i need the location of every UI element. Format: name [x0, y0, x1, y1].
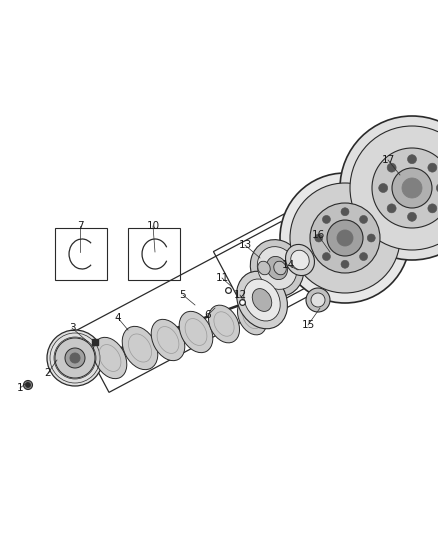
Circle shape [428, 163, 437, 172]
Ellipse shape [208, 305, 240, 343]
Ellipse shape [244, 279, 280, 321]
Circle shape [341, 260, 349, 268]
Circle shape [55, 338, 95, 378]
Ellipse shape [286, 245, 314, 276]
Text: 17: 17 [381, 155, 395, 165]
Circle shape [65, 348, 85, 368]
Circle shape [350, 126, 438, 250]
Text: 16: 16 [311, 230, 325, 240]
Ellipse shape [122, 326, 158, 370]
Circle shape [436, 183, 438, 192]
Ellipse shape [252, 288, 272, 311]
Circle shape [387, 204, 396, 213]
Ellipse shape [237, 299, 267, 335]
Circle shape [290, 183, 400, 293]
Circle shape [407, 155, 417, 164]
Text: 5: 5 [180, 290, 186, 300]
Text: 2: 2 [45, 368, 51, 378]
Circle shape [367, 234, 375, 242]
Circle shape [315, 234, 323, 242]
Text: 4: 4 [115, 313, 121, 323]
Circle shape [322, 215, 330, 223]
Circle shape [306, 288, 330, 312]
Circle shape [379, 183, 388, 192]
Circle shape [372, 148, 438, 228]
Circle shape [327, 220, 363, 256]
Circle shape [70, 353, 80, 363]
Circle shape [392, 168, 432, 208]
Text: 7: 7 [77, 221, 83, 231]
Circle shape [337, 230, 353, 246]
Text: 3: 3 [69, 323, 75, 333]
Ellipse shape [274, 261, 286, 275]
Bar [55, 228, 107, 280]
Circle shape [407, 212, 417, 221]
Ellipse shape [258, 261, 270, 275]
Text: 15: 15 [301, 320, 314, 330]
Text: 1: 1 [17, 383, 23, 393]
Ellipse shape [179, 311, 213, 353]
Text: 14: 14 [281, 260, 295, 270]
Circle shape [360, 253, 367, 261]
Text: 12: 12 [233, 290, 247, 300]
Circle shape [310, 203, 380, 273]
Circle shape [340, 116, 438, 260]
Ellipse shape [257, 247, 297, 289]
Text: 6: 6 [205, 310, 211, 320]
Circle shape [428, 204, 437, 213]
Circle shape [280, 173, 410, 303]
Circle shape [360, 215, 367, 223]
Circle shape [402, 178, 422, 198]
Circle shape [24, 381, 32, 390]
Circle shape [387, 163, 396, 172]
Ellipse shape [237, 271, 287, 329]
Circle shape [311, 293, 325, 307]
Ellipse shape [267, 256, 287, 280]
Circle shape [47, 330, 103, 386]
Text: 10: 10 [146, 221, 159, 231]
Circle shape [341, 208, 349, 216]
Bar [128, 228, 180, 280]
Text: 11: 11 [215, 273, 229, 283]
Circle shape [322, 253, 330, 261]
Ellipse shape [151, 319, 185, 361]
Circle shape [25, 383, 31, 387]
Ellipse shape [250, 240, 304, 296]
Ellipse shape [93, 337, 127, 378]
Text: 13: 13 [238, 240, 251, 250]
Ellipse shape [291, 250, 309, 270]
